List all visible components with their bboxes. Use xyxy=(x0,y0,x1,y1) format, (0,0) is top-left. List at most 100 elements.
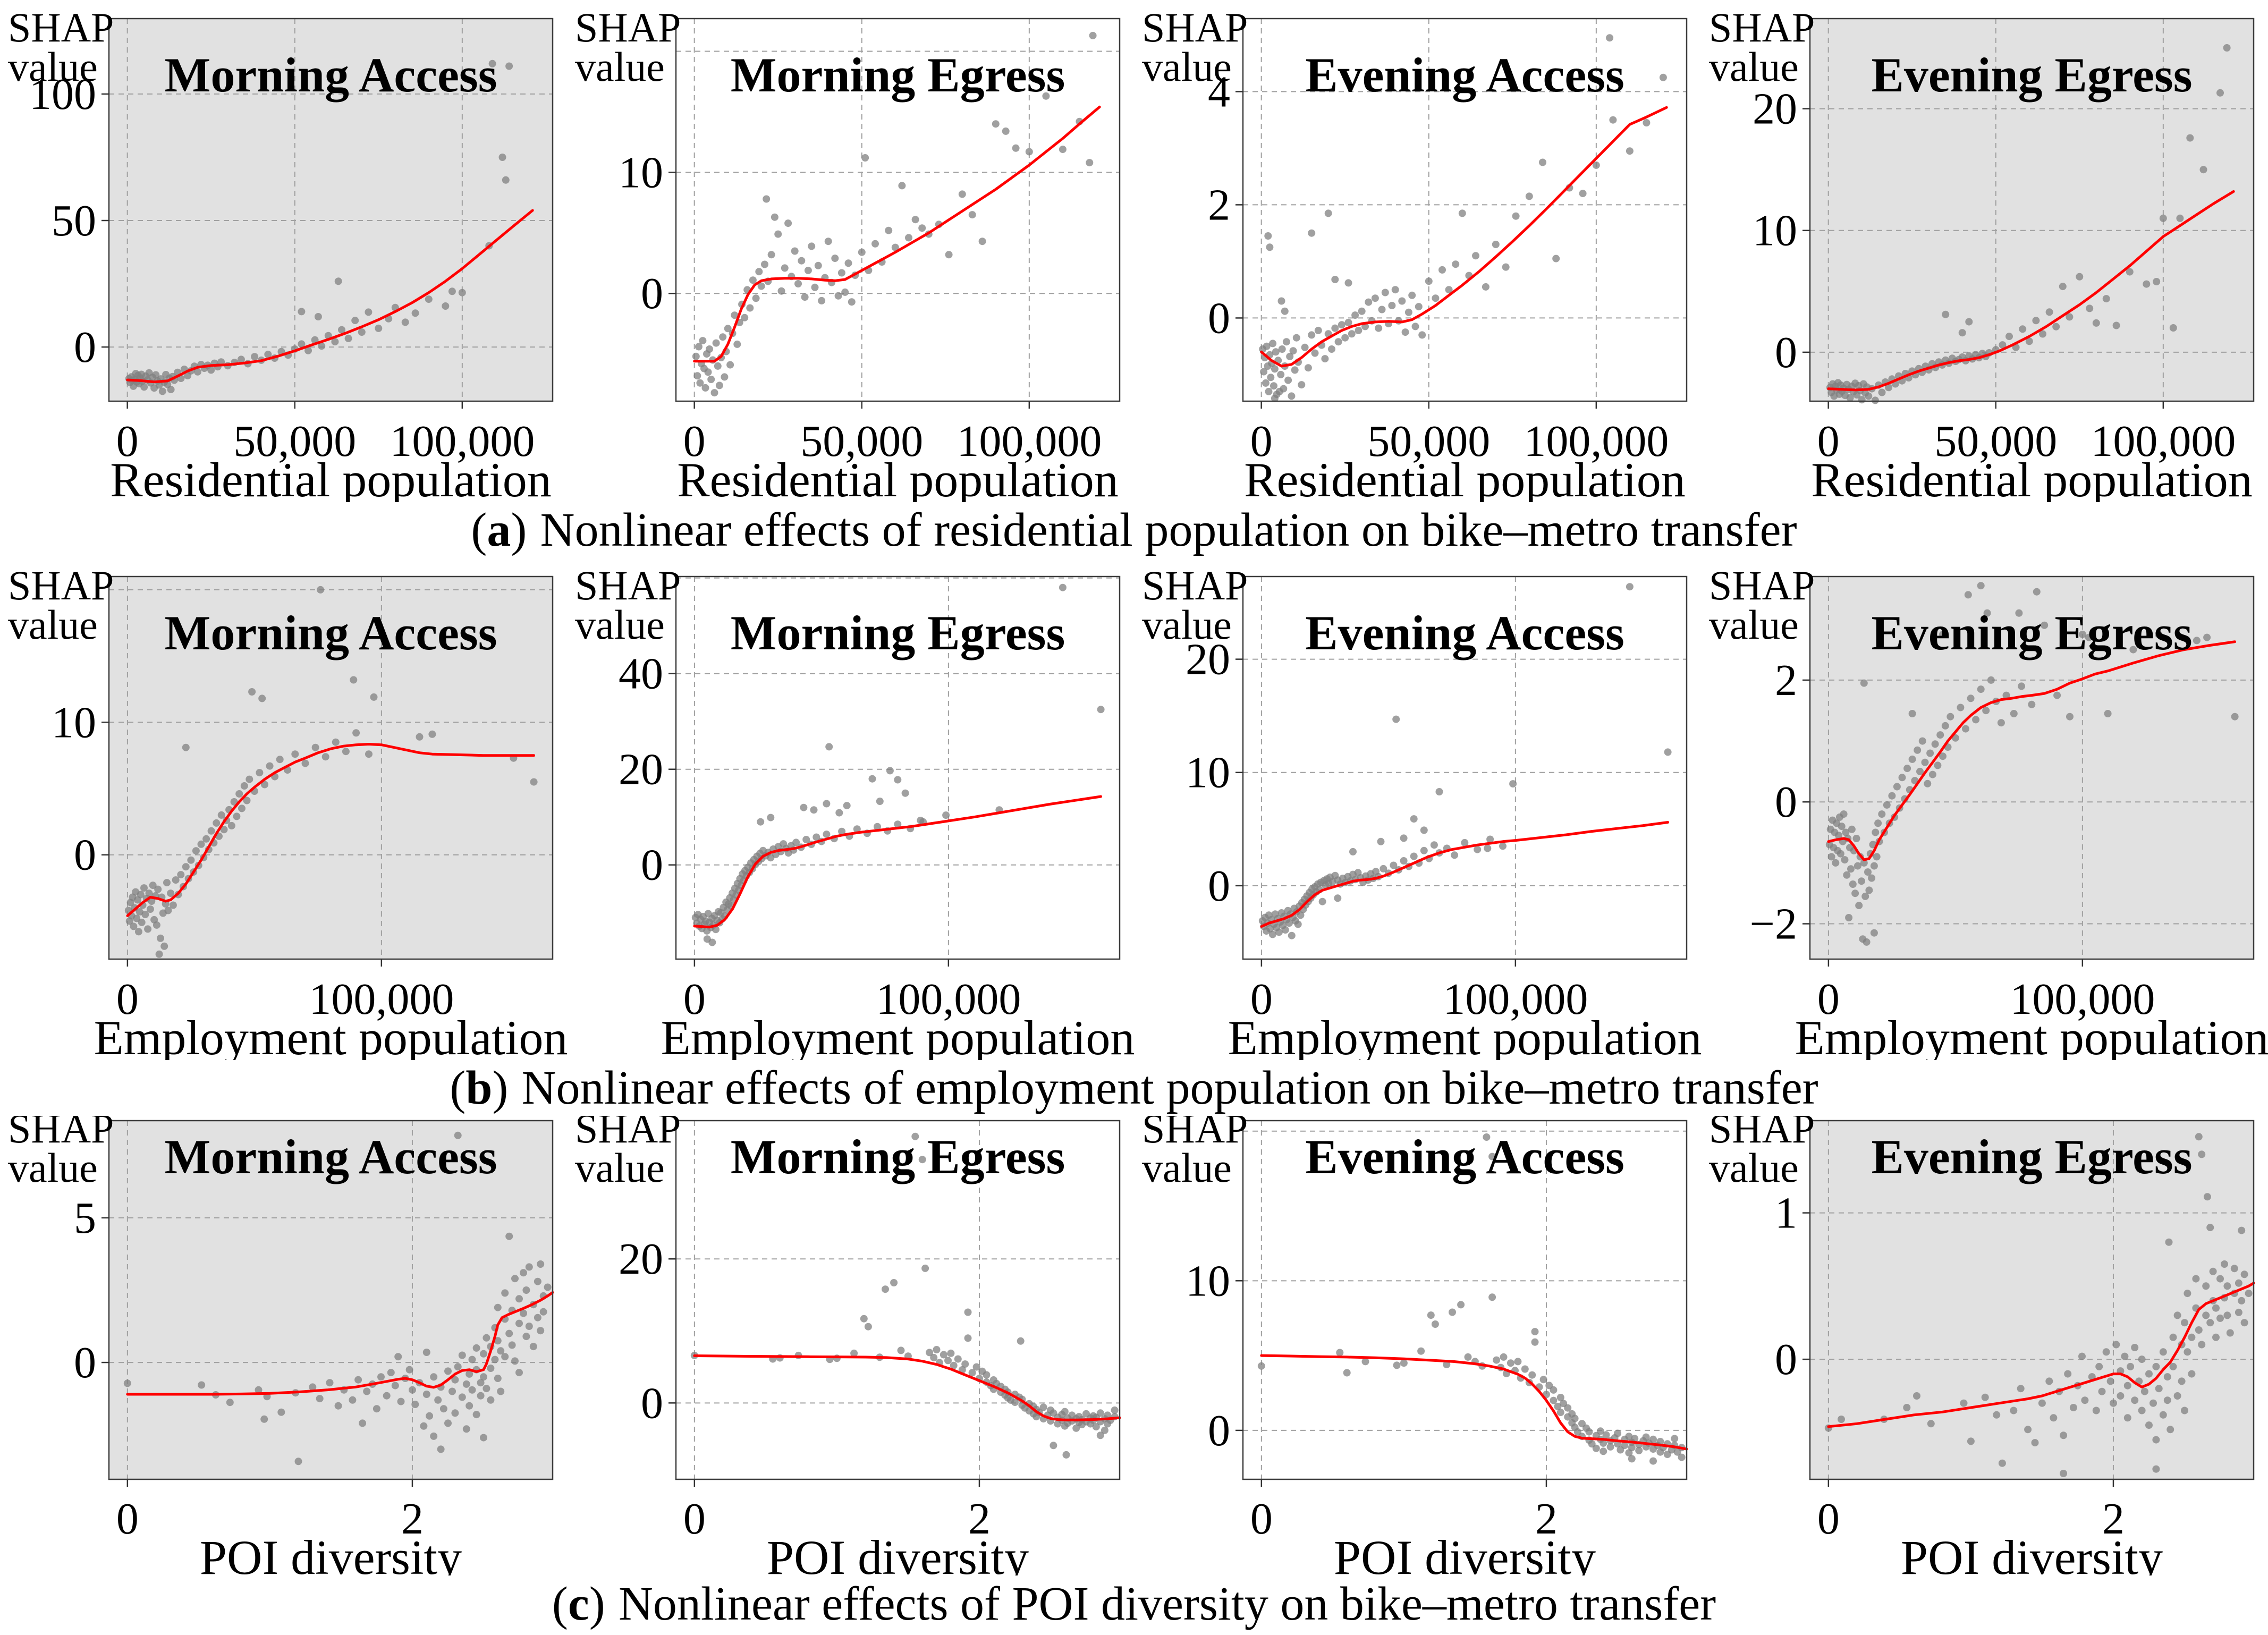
y-axis-label-shap: SHAP xyxy=(1142,562,1248,608)
caption-b-text: Nonlinear effects of employment populati… xyxy=(521,1062,1818,1114)
y-tick-label: 0 xyxy=(641,1378,663,1428)
y-tick-label: 100 xyxy=(29,70,96,119)
y-tick-label: 0 xyxy=(1775,777,1797,827)
y-axis-label-value: value xyxy=(8,44,98,90)
trend-line xyxy=(1827,640,2237,861)
panel-b1: 0 100,000 0 10 Morning Access Employment popu… xyxy=(8,562,567,1060)
y-axis-label-shap: SHAP xyxy=(1709,1116,1815,1151)
trend-line xyxy=(1260,821,1670,928)
x-tick-label: 0 xyxy=(1817,975,1840,1024)
trend-line xyxy=(1827,1282,2255,1428)
panel-c3: 0 2 0 10 Evening Access POI diversity SHAPvalu… xyxy=(1142,1116,1688,1575)
panel-title: Evening Egress xyxy=(1871,606,2192,660)
x-axis-label: POI diversity xyxy=(1901,1530,2163,1575)
panel-title: Evening Access xyxy=(1305,1130,1624,1184)
plot-background xyxy=(109,577,553,959)
x-tick-label: 0 xyxy=(1817,1494,1840,1544)
plot-frame xyxy=(675,1120,1121,1480)
y-tick-label: 20 xyxy=(619,745,663,794)
y-axis-label-value: value xyxy=(575,44,665,90)
tick-marks xyxy=(101,722,383,967)
panel-title: Morning Egress xyxy=(731,606,1065,660)
trend-line xyxy=(1260,1354,1688,1451)
panel-title: Morning Access xyxy=(164,1130,497,1184)
plot-background xyxy=(676,577,1120,959)
gridlines xyxy=(676,577,1120,959)
plot-frame xyxy=(108,1120,554,1480)
trend-line xyxy=(126,743,536,917)
scatter-points xyxy=(692,31,1097,397)
x-tick-label: 100,000 xyxy=(309,975,454,1024)
x-tick-label: 0 xyxy=(1250,1494,1273,1544)
plot-frame xyxy=(1809,575,2255,960)
y-tick-label: 2 xyxy=(1775,656,1797,705)
trend-line xyxy=(1260,106,1668,368)
gridlines xyxy=(109,19,553,401)
x-axis-label: Employment population xyxy=(94,1011,567,1060)
gridlines xyxy=(109,1121,553,1479)
plot-frame xyxy=(1809,1120,2255,1480)
x-tick-label: 0 xyxy=(116,975,139,1024)
x-tick-label: 100,000 xyxy=(2091,417,2236,466)
plot-background xyxy=(1810,19,2254,401)
plot-frame xyxy=(1242,18,1688,402)
gridlines xyxy=(1810,19,2254,401)
panel-title: Evening Egress xyxy=(1871,1130,2192,1184)
x-tick-label: 100,000 xyxy=(957,417,1102,466)
caption-b: (b) Nonlinear effects of employment popul… xyxy=(0,1060,2268,1116)
gridlines xyxy=(1810,577,2254,959)
panel-title: Evening Access xyxy=(1305,48,1624,102)
panel-a2: 0 50,000 100,000 0 10 Morning Egress Residenti… xyxy=(575,4,1121,502)
panel-b4: 0 100,000 −2 0 2 Evening Egress Employment pop… xyxy=(1709,562,2268,1060)
trend-line xyxy=(126,1291,554,1396)
x-tick-label: 50,000 xyxy=(1367,417,1490,466)
x-tick-label: 0 xyxy=(1250,975,1273,1024)
y-axis-label-value: value xyxy=(1142,602,1232,648)
tick-marks xyxy=(668,673,950,967)
panel-a3: 0 50,000 100,000 0 2 4 Evening Access Residenti… xyxy=(1142,4,1688,502)
y-axis-label-value: value xyxy=(1709,44,1799,90)
panel-a1: 0 50,000 100,000 0 50 100 Morning Access Reside… xyxy=(8,4,554,502)
y-tick-label: 10 xyxy=(52,698,96,747)
x-tick-label: 100,000 xyxy=(1443,975,1588,1024)
y-axis-label-shap: SHAP xyxy=(1709,562,1815,608)
x-axis-label: Residential population xyxy=(1811,453,2252,502)
x-tick-label: 2 xyxy=(1535,1494,1558,1544)
panel-title: Morning Access xyxy=(164,48,497,102)
y-tick-label: 20 xyxy=(1753,84,1797,134)
caption-a-paren-open: ( xyxy=(471,504,487,556)
plot-frame xyxy=(1242,1120,1688,1480)
y-axis-label-shap: SHAP xyxy=(1709,4,1815,50)
gridlines xyxy=(676,19,1120,401)
panel-title: Evening Egress xyxy=(1871,48,2192,102)
tick-marks xyxy=(1235,1280,1547,1487)
y-tick-label: 20 xyxy=(1186,635,1230,684)
x-tick-label: 2 xyxy=(968,1494,991,1544)
x-tick-label: 0 xyxy=(116,1494,139,1544)
gridlines xyxy=(1243,1121,1687,1479)
y-tick-label: 50 xyxy=(52,196,96,245)
tick-marks xyxy=(101,93,463,409)
x-tick-label: 2 xyxy=(401,1494,424,1544)
x-tick-label: 100,000 xyxy=(876,975,1021,1024)
x-axis-label: POI diversity xyxy=(767,1530,1029,1575)
plot-frame xyxy=(108,575,554,960)
y-axis-label-shap: SHAP xyxy=(575,4,681,50)
gridlines xyxy=(1243,577,1687,959)
tick-marks xyxy=(668,172,1030,409)
caption-c-text: Nonlinear effects of POI diversity on bi… xyxy=(618,1578,1716,1630)
trend-line xyxy=(693,795,1103,929)
plot-background xyxy=(676,19,1120,401)
tick-marks xyxy=(1802,1212,2114,1487)
row-c-panels: 0 2 0 5 Morning Access POI diversity SHAP value… xyxy=(0,1116,2268,1575)
panel-title: Morning Egress xyxy=(731,48,1065,102)
y-axis-label-value: value xyxy=(1142,1145,1232,1191)
caption-a-letter: a xyxy=(487,504,511,556)
y-axis-label-shap: SHAP xyxy=(1142,1116,1248,1151)
x-axis-label: Employment population xyxy=(1228,1011,1701,1060)
x-tick-label: 0 xyxy=(1250,417,1273,466)
y-axis-label-shap: SHAP xyxy=(8,562,114,608)
scatter-points xyxy=(1259,34,1667,402)
gridlines xyxy=(1810,1121,2254,1479)
plot-background xyxy=(1243,1121,1687,1479)
